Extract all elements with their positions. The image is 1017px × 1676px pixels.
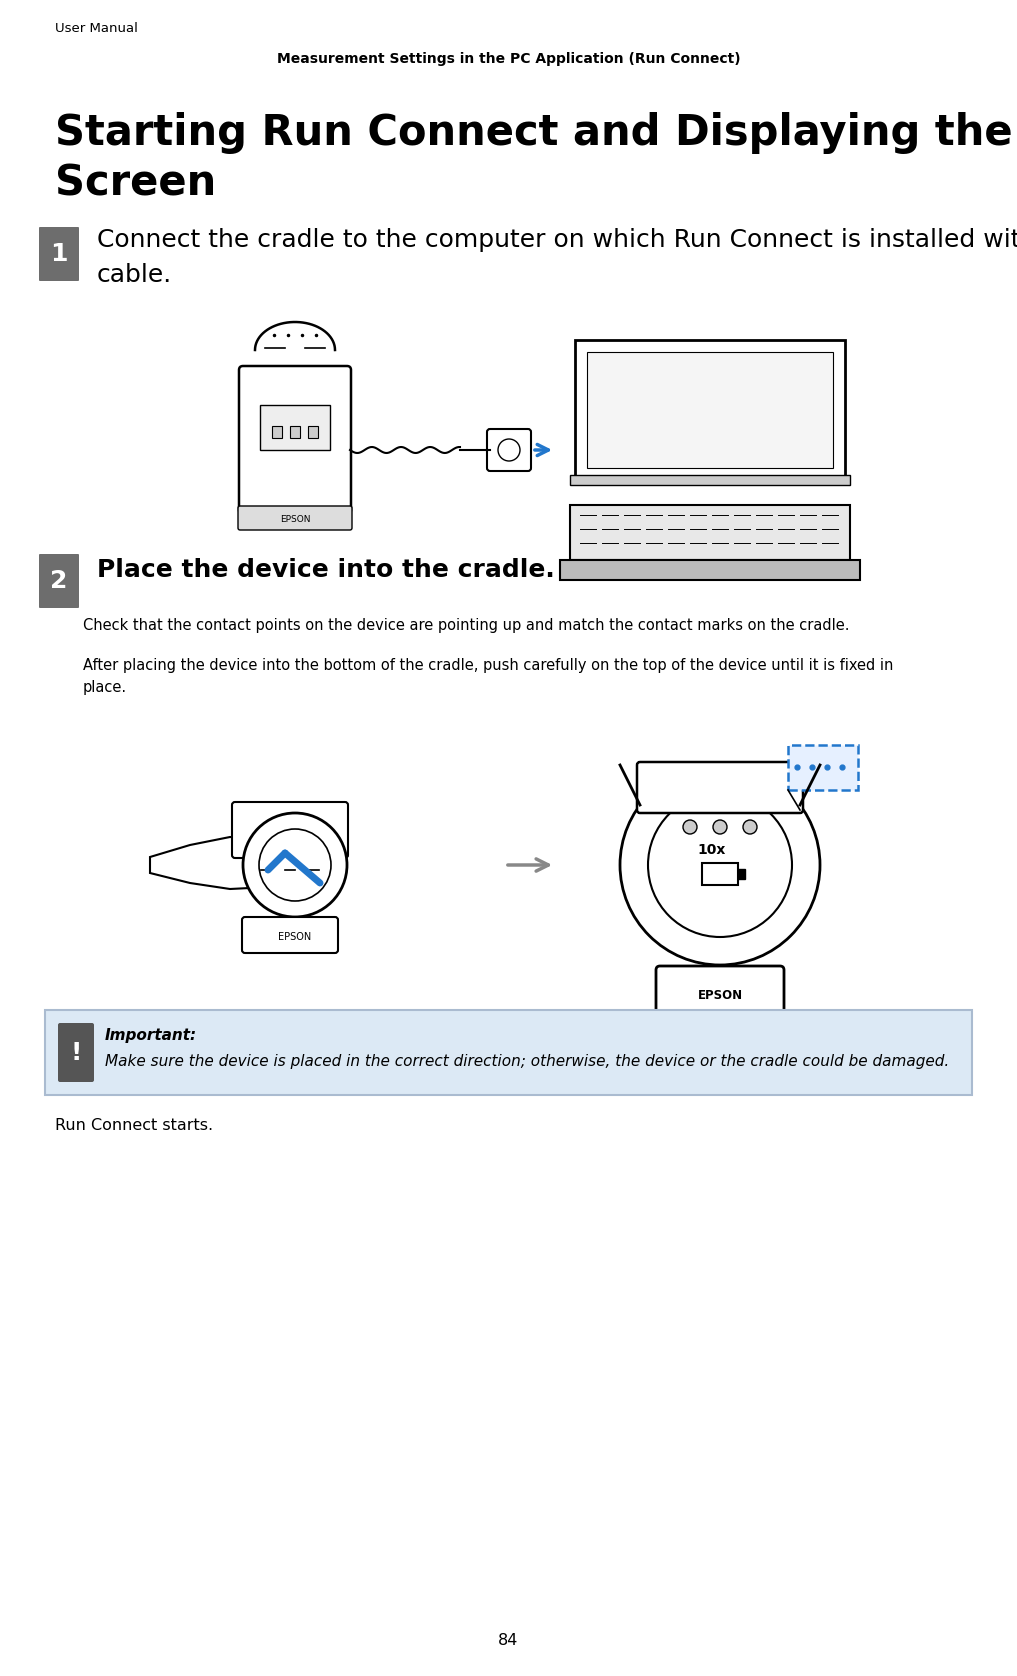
Text: 2: 2 [50,568,68,593]
Circle shape [648,793,792,937]
Text: Measurement Settings in the PC Application (Run Connect): Measurement Settings in the PC Applicati… [277,52,740,65]
Circle shape [683,820,697,835]
FancyBboxPatch shape [587,352,833,468]
FancyBboxPatch shape [570,504,850,560]
Text: Important:: Important: [105,1027,197,1042]
Text: 1: 1 [50,241,68,266]
FancyBboxPatch shape [637,763,803,813]
FancyBboxPatch shape [738,868,745,878]
Circle shape [259,830,331,902]
Text: Check that the contact points on the device are pointing up and match the contac: Check that the contact points on the dev… [83,618,849,634]
FancyBboxPatch shape [45,1011,972,1094]
FancyBboxPatch shape [58,1022,94,1083]
Circle shape [743,820,757,835]
Text: Starting Run Connect and Displaying the Settings: Starting Run Connect and Displaying the … [55,112,1017,154]
FancyBboxPatch shape [788,746,858,789]
Text: 10x: 10x [698,843,726,856]
FancyBboxPatch shape [656,965,784,1019]
Text: 84: 84 [498,1632,519,1648]
FancyBboxPatch shape [702,863,738,885]
FancyBboxPatch shape [487,429,531,471]
Text: Connect the cradle to the computer on which Run Connect is installed with a USB
: Connect the cradle to the computer on wh… [97,228,1017,287]
Text: Place the device into the cradle.: Place the device into the cradle. [97,558,554,582]
FancyBboxPatch shape [242,917,338,954]
Circle shape [498,439,520,461]
FancyBboxPatch shape [239,365,351,515]
Text: User Manual: User Manual [55,22,138,35]
FancyBboxPatch shape [308,426,318,437]
FancyBboxPatch shape [290,426,300,437]
Text: Screen: Screen [55,163,217,204]
Polygon shape [149,836,300,888]
Text: Make sure the device is placed in the correct direction; otherwise, the device o: Make sure the device is placed in the co… [105,1054,949,1069]
Circle shape [243,813,347,917]
Circle shape [713,820,727,835]
Text: EPSON: EPSON [279,932,311,942]
FancyBboxPatch shape [560,560,860,580]
FancyBboxPatch shape [575,340,845,479]
FancyBboxPatch shape [39,555,79,608]
Text: !: ! [70,1041,81,1064]
FancyBboxPatch shape [238,506,352,530]
FancyBboxPatch shape [232,803,348,858]
Text: EPSON: EPSON [698,989,742,1002]
FancyBboxPatch shape [570,474,850,484]
Circle shape [620,764,820,965]
Text: Run Connect starts.: Run Connect starts. [55,1118,214,1133]
Text: EPSON: EPSON [280,516,310,525]
FancyBboxPatch shape [260,406,330,449]
Text: After placing the device into the bottom of the cradle, push carefully on the to: After placing the device into the bottom… [83,659,893,694]
FancyBboxPatch shape [272,426,282,437]
FancyBboxPatch shape [39,226,79,282]
